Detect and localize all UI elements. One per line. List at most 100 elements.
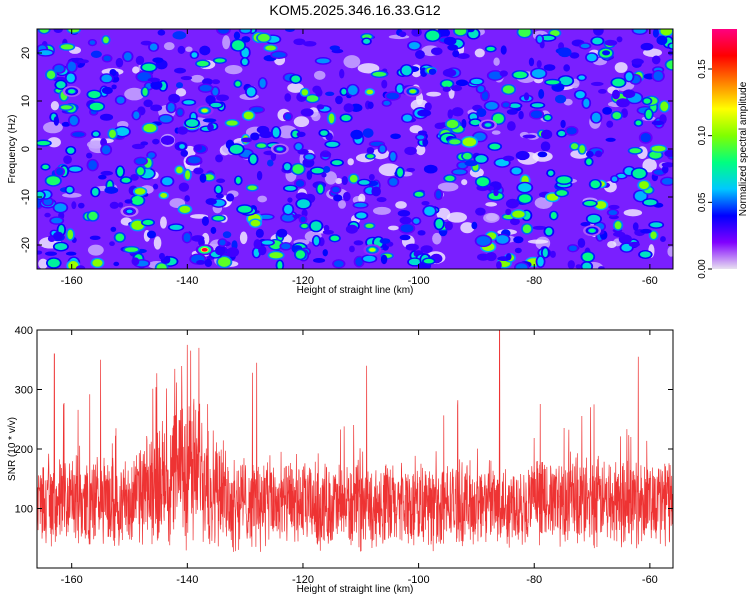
spectrogram-blob xyxy=(413,218,420,224)
spectrogram-blob xyxy=(347,85,358,96)
spectrogram-blob xyxy=(240,29,251,33)
x-tick-label: -80 xyxy=(526,574,542,586)
spectrogram-blob xyxy=(540,141,551,152)
spectrogram-blob xyxy=(116,96,125,104)
spectrogram-blob xyxy=(476,236,491,246)
spectrogram-blob xyxy=(301,89,309,96)
spectrogram-blob xyxy=(611,176,618,182)
spectrogram-blob xyxy=(142,63,156,71)
spectrogram-blob xyxy=(272,127,280,138)
spectrogram-blob xyxy=(301,223,308,228)
spectrogram-peak-core xyxy=(201,248,208,252)
spectrogram-trough xyxy=(313,70,326,80)
spectrogram-blob xyxy=(424,206,435,216)
spectrogram-blob xyxy=(366,154,374,159)
spectrogram-blob xyxy=(661,162,673,168)
spectrogram-blob xyxy=(256,170,263,181)
spectrogram-blob xyxy=(664,149,673,158)
spectrogram-blob xyxy=(276,228,288,238)
spectrogram-blob xyxy=(113,261,120,267)
spectrogram-blob xyxy=(343,103,354,113)
spectrogram-blob xyxy=(174,67,186,74)
spectrogram-blob xyxy=(470,119,481,126)
spectrogram-blob xyxy=(634,191,647,201)
spectrogram-blob xyxy=(205,198,217,206)
spectrogram-blob xyxy=(443,36,457,46)
spectrogram-blob xyxy=(89,40,96,45)
spectrogram-blob xyxy=(148,152,156,158)
spectrogram-blob xyxy=(320,151,332,158)
spectrogram-y-axis-label: Frequency (Hz) xyxy=(7,115,18,184)
spectrogram-blob xyxy=(215,154,223,163)
spectrogram-blob xyxy=(241,137,252,143)
spectrogram-blob xyxy=(323,165,331,173)
spectrogram-blob xyxy=(522,134,537,139)
spectrogram-blob xyxy=(339,68,345,79)
spectrogram-blob xyxy=(109,201,119,209)
spectrogram-blob xyxy=(492,113,504,124)
spectrogram-blob xyxy=(523,92,530,101)
spectrogram-blob xyxy=(582,262,592,269)
spectrogram-blob xyxy=(185,119,199,127)
spectrogram-blob xyxy=(462,137,477,147)
spectrogram-blob xyxy=(502,155,515,162)
spectrogram-trough xyxy=(614,62,628,73)
spectrogram-blob xyxy=(355,257,363,267)
spectrogram-blob xyxy=(152,183,159,190)
spectrogram-blob xyxy=(207,123,214,131)
spectrogram-blob xyxy=(284,93,292,102)
spectrogram-blob xyxy=(485,101,498,110)
spectrogram-blob xyxy=(390,152,396,161)
spectrogram-blob xyxy=(557,176,571,184)
colorbar-tick-label: 0.15 xyxy=(697,59,708,79)
spectrogram-blob xyxy=(67,229,74,240)
spectrogram-blob xyxy=(44,251,58,256)
spectrogram-blob xyxy=(140,40,153,46)
spectrogram-blob xyxy=(435,218,443,229)
spectrogram-trough xyxy=(153,236,162,250)
spectrogram-blob xyxy=(284,113,292,120)
spectrogram-blob xyxy=(295,180,305,187)
spectrogram-blob xyxy=(614,221,622,230)
y-tick-label: 20 xyxy=(20,47,32,59)
spectrogram-blob xyxy=(402,114,412,122)
spectrogram-blob xyxy=(660,236,666,243)
spectrogram-blob xyxy=(191,52,198,58)
spectrogram-blob xyxy=(65,251,77,256)
x-tick-label: -160 xyxy=(61,574,83,586)
spectrogram-blob xyxy=(666,60,673,70)
spectrogram-blob xyxy=(243,111,254,120)
spectrogram-blob xyxy=(53,29,63,33)
spectrogram-blob xyxy=(135,55,145,65)
spectrogram-blob xyxy=(367,101,374,109)
spectrogram-blob xyxy=(580,43,590,49)
spectrogram-blob xyxy=(349,174,358,183)
spectrogram-blob xyxy=(349,245,355,253)
spectrogram-blob xyxy=(502,102,510,108)
spectrogram-blob xyxy=(88,90,101,99)
spectrogram-blob xyxy=(287,197,293,203)
spectrogram-blob xyxy=(115,57,124,68)
spectrogram-blob xyxy=(78,202,85,209)
spectrogram-peak-core xyxy=(276,147,283,151)
spectrogram-blob xyxy=(544,115,551,121)
spectrogram-blob xyxy=(60,44,74,50)
spectrogram-blob xyxy=(417,130,427,136)
spectrogram-x-axis-label: Height of straight line (km) xyxy=(297,285,414,296)
spectrogram-blob xyxy=(598,266,605,269)
spectrogram-blob xyxy=(131,220,145,230)
spectrogram-blob xyxy=(219,239,226,246)
spectrogram-blob xyxy=(210,226,217,234)
spectrogram-blob xyxy=(92,187,99,196)
spectrogram-blob xyxy=(111,84,117,90)
colorbar-tick-label: 0.00 xyxy=(697,259,708,279)
spectrogram-blob xyxy=(284,185,297,191)
spectrogram-blob xyxy=(515,150,530,161)
spectrogram-blob xyxy=(179,205,191,213)
spectrogram-blob xyxy=(362,128,374,138)
spectrogram-blob xyxy=(583,98,590,108)
spectrogram-trough xyxy=(87,244,104,256)
spectrogram-blob xyxy=(456,53,470,60)
snr-x-axis-label: Height of straight line (km) xyxy=(297,584,414,595)
spectrogram-blob xyxy=(204,174,214,181)
